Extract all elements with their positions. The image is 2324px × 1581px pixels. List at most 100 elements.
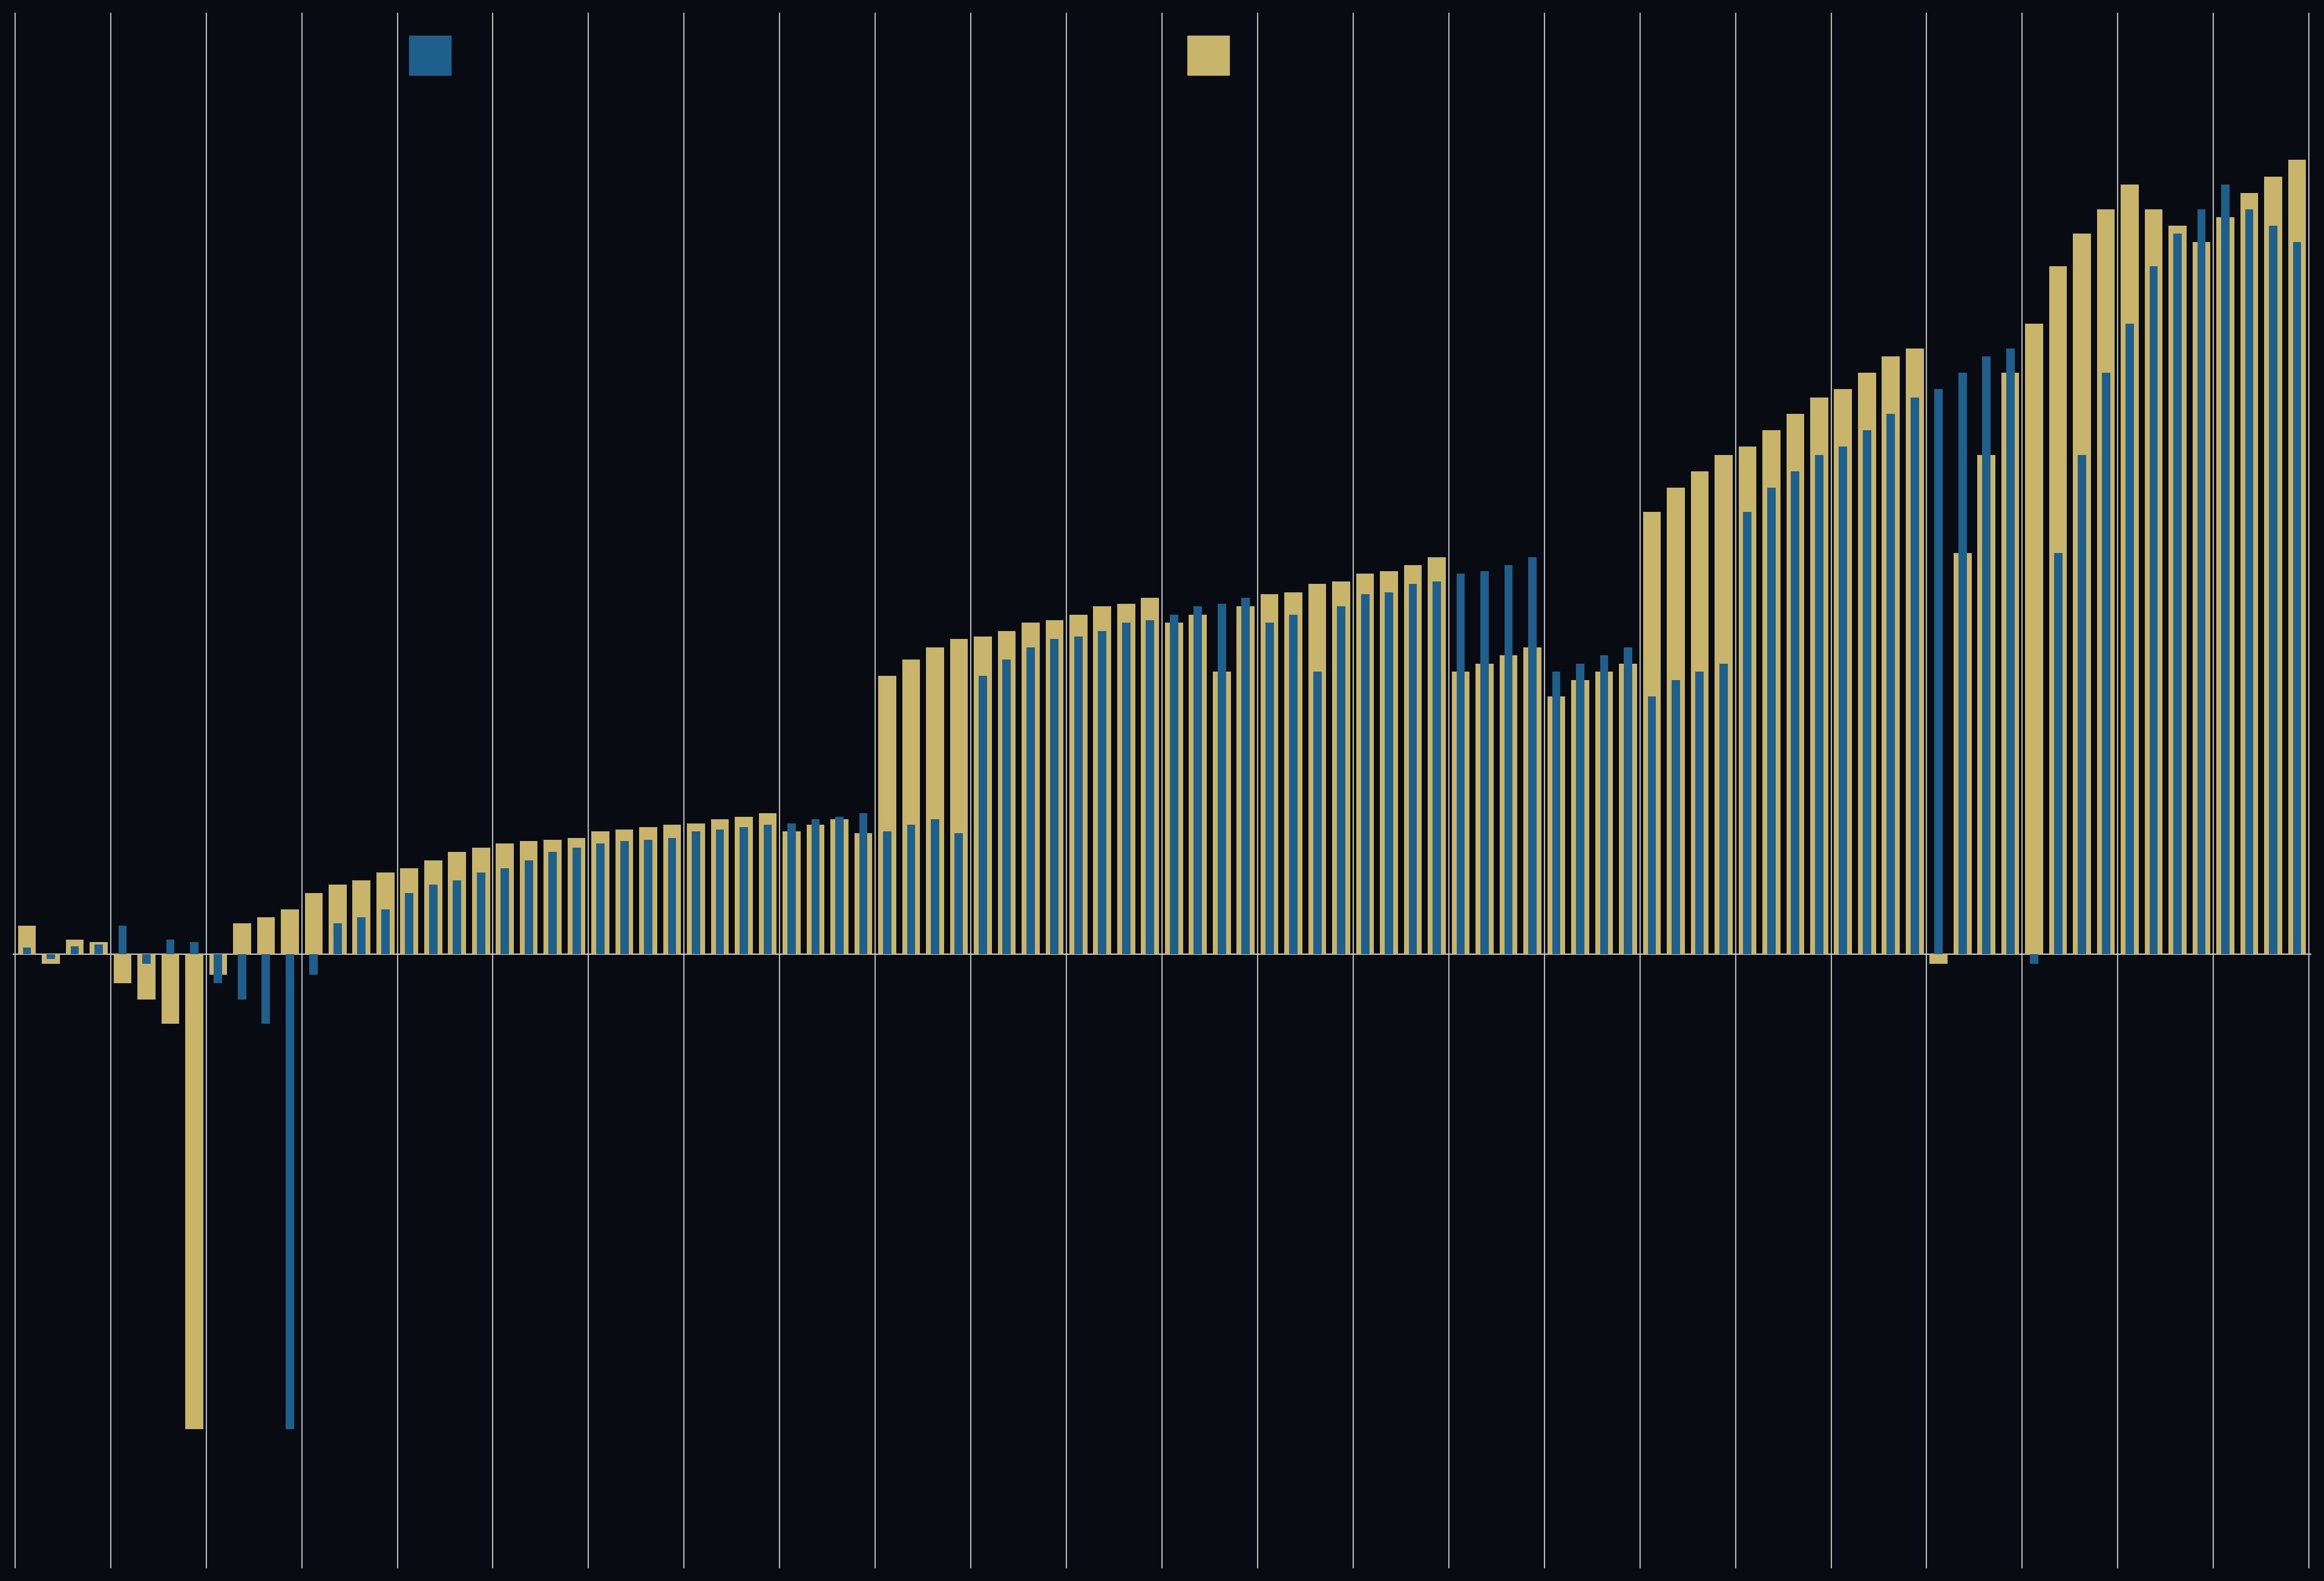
Bar	[1357, 574, 1373, 955]
Bar	[1260, 594, 1278, 955]
Bar	[806, 825, 825, 955]
Bar	[237, 955, 246, 999]
Bar	[2294, 242, 2301, 955]
Bar	[286, 955, 293, 1429]
Bar	[1697, 672, 1703, 955]
Bar	[644, 840, 653, 955]
Bar	[353, 881, 370, 955]
Bar	[449, 852, 467, 955]
Bar	[1743, 512, 1752, 955]
Bar	[855, 833, 872, 955]
Bar	[2122, 185, 2138, 955]
Bar	[1643, 512, 1662, 955]
Bar	[1476, 664, 1494, 955]
Bar	[739, 827, 748, 955]
Bar	[974, 637, 992, 955]
Bar	[1857, 373, 1875, 955]
Bar	[1313, 672, 1322, 955]
Bar	[1548, 696, 1566, 955]
Bar	[165, 939, 174, 955]
Bar	[1910, 397, 1920, 955]
Bar	[830, 819, 848, 955]
Bar	[662, 825, 681, 955]
Bar	[1810, 397, 1829, 955]
Bar	[1408, 583, 1418, 955]
Bar	[616, 830, 634, 955]
Bar	[1620, 664, 1636, 955]
Bar	[734, 817, 753, 955]
Bar	[1362, 594, 1369, 955]
Bar	[1815, 455, 1824, 955]
Bar	[1236, 606, 1255, 955]
Bar	[1666, 487, 1685, 955]
Bar	[1480, 571, 1490, 955]
Bar	[2050, 267, 2066, 955]
Bar	[688, 824, 704, 955]
Bar	[906, 825, 916, 955]
Bar	[309, 955, 318, 975]
Bar	[1529, 557, 1536, 955]
Bar	[621, 841, 627, 955]
Bar	[1787, 414, 1803, 955]
Bar	[91, 942, 107, 955]
Bar	[1404, 566, 1422, 955]
Bar	[1074, 637, 1083, 955]
Bar	[1648, 696, 1657, 955]
Bar	[997, 631, 1016, 955]
Bar	[1864, 430, 1871, 955]
Bar	[400, 868, 418, 955]
Bar	[1690, 471, 1708, 955]
Bar	[548, 852, 558, 955]
Bar	[951, 639, 967, 955]
Bar	[328, 885, 346, 955]
Bar	[1264, 623, 1274, 955]
Bar	[1720, 664, 1727, 955]
Bar	[404, 893, 414, 955]
Bar	[1308, 583, 1327, 955]
Bar	[925, 647, 944, 955]
Bar	[2006, 348, 2015, 955]
Bar	[42, 955, 60, 964]
Bar	[114, 955, 132, 983]
Bar	[1906, 348, 1924, 955]
Bar	[693, 832, 700, 955]
Bar	[1594, 672, 1613, 955]
Bar	[476, 873, 486, 955]
Bar	[883, 832, 892, 955]
Bar	[667, 838, 676, 955]
Bar	[1380, 571, 1399, 955]
Bar	[1671, 680, 1680, 955]
Bar	[1164, 623, 1183, 955]
Bar	[1195, 606, 1202, 955]
Bar	[1834, 389, 1852, 955]
Bar	[2268, 226, 2278, 955]
Bar	[2150, 267, 2159, 955]
Bar	[2173, 234, 2182, 955]
Bar	[1141, 598, 1160, 955]
Bar	[716, 830, 725, 955]
Bar	[783, 832, 799, 955]
Bar	[2289, 160, 2305, 955]
Bar	[1092, 606, 1111, 955]
Bar	[1934, 389, 1943, 955]
Bar	[955, 833, 962, 955]
Bar	[1887, 414, 1894, 955]
Bar	[1982, 357, 1992, 955]
Bar	[2240, 193, 2259, 955]
Bar	[1218, 604, 1227, 955]
Bar	[2145, 209, 2164, 955]
Bar	[1213, 672, 1232, 955]
Bar	[2192, 242, 2210, 955]
Bar	[281, 909, 300, 955]
Bar	[214, 955, 223, 983]
Bar	[2001, 373, 2020, 955]
Bar	[70, 945, 79, 955]
Bar	[1504, 566, 1513, 955]
Bar	[1738, 446, 1757, 955]
Bar	[525, 860, 532, 955]
Bar	[932, 819, 939, 955]
Bar	[2054, 553, 2061, 955]
Bar	[381, 909, 390, 955]
Bar	[1190, 615, 1206, 955]
Bar	[19, 925, 35, 955]
